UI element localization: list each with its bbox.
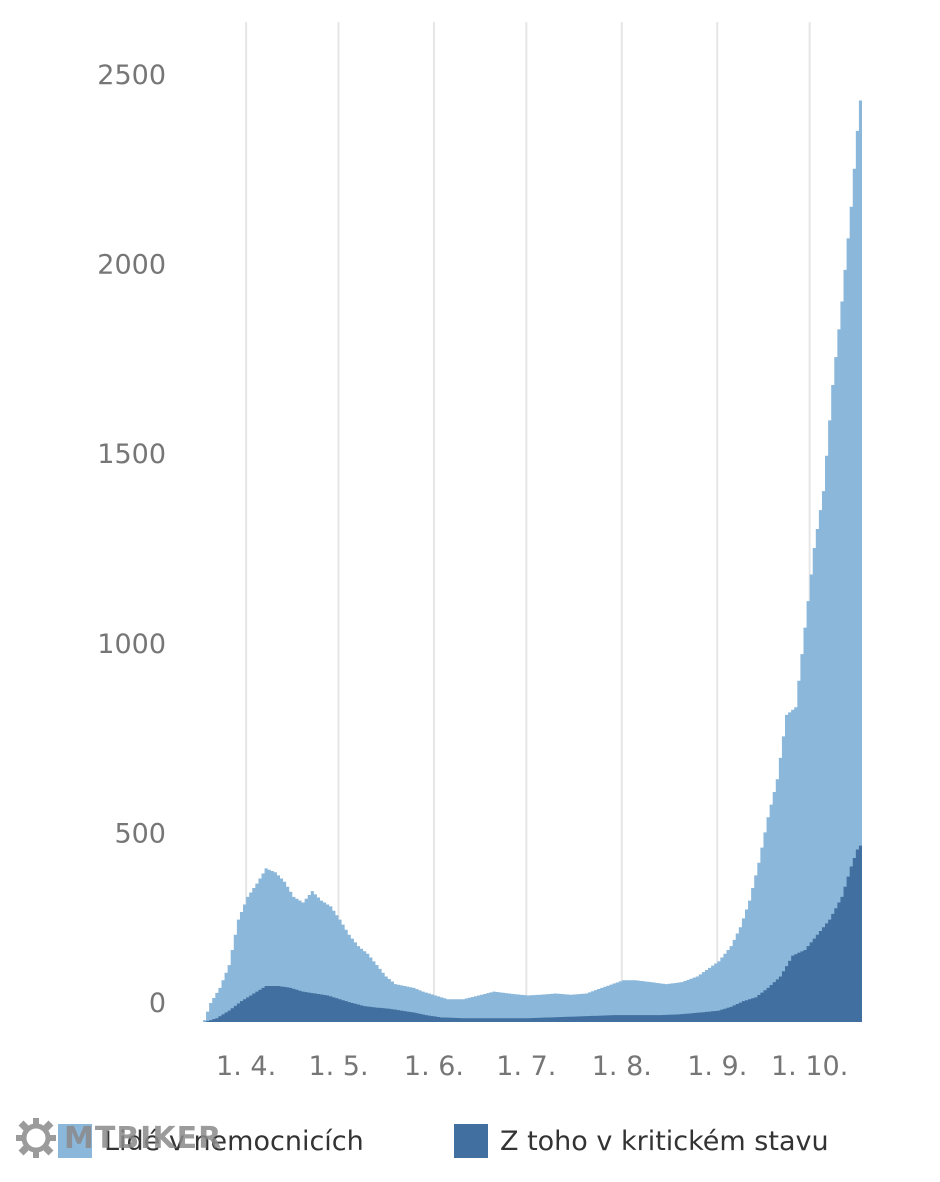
vertical-gridlines	[245, 22, 811, 1022]
area-series-1	[203, 841, 862, 1022]
x-tick-label-3: 1. 7.	[496, 1051, 556, 1082]
legend-swatch-hospitalized	[58, 1124, 92, 1158]
chart-areas	[203, 70, 862, 1022]
legend-swatch-critical	[454, 1124, 488, 1158]
x-axis-ticks: 1. 4. 1. 5. 1. 6. 1. 7. 1. 8. 1. 9. 1. 10.	[216, 1051, 848, 1082]
y-tick-label-4: 2000	[97, 250, 166, 281]
x-tick-label-6: 1. 10.	[771, 1051, 848, 1082]
gear-icon	[16, 1118, 56, 1158]
legend-item-critical: Z toho v kritickém stavu	[454, 1124, 829, 1158]
y-tick-label-1: 500	[114, 818, 166, 849]
y-tick-label-3: 1500	[97, 439, 166, 470]
area-series-0	[203, 70, 862, 1022]
legend-item-hospitalized: Lidé v nemocnicích	[58, 1124, 364, 1158]
chart-legend: Lidé v nemocnicích Z toho v kritickém st…	[0, 1124, 940, 1164]
x-tick-label-5: 1. 9.	[687, 1051, 747, 1082]
hospitalization-area-chart: 0 500 1000 1500 2000 2500 1. 4. 1. 5. 1. 6. 1. 7…	[97, 22, 862, 1082]
x-tick-label-1: 1. 5.	[308, 1051, 368, 1082]
watermark: MTBIKER	[14, 1116, 222, 1160]
x-tick-label-2: 1. 6.	[404, 1051, 464, 1082]
legend-label-critical: Z toho v kritickém stavu	[500, 1125, 829, 1157]
x-tick-label-4: 1. 8.	[592, 1051, 652, 1082]
y-axis-ticks: 0 500 1000 1500 2000 2500	[97, 60, 166, 1019]
x-tick-label-0: 1. 4.	[216, 1051, 276, 1082]
legend-label-hospitalized: Lidé v nemocnicích	[104, 1125, 364, 1157]
y-tick-label-2: 1000	[97, 629, 166, 660]
watermark-text: MTBIKER	[64, 1120, 223, 1156]
y-tick-label-5: 2500	[97, 60, 166, 91]
y-tick-label-0: 0	[149, 988, 166, 1019]
